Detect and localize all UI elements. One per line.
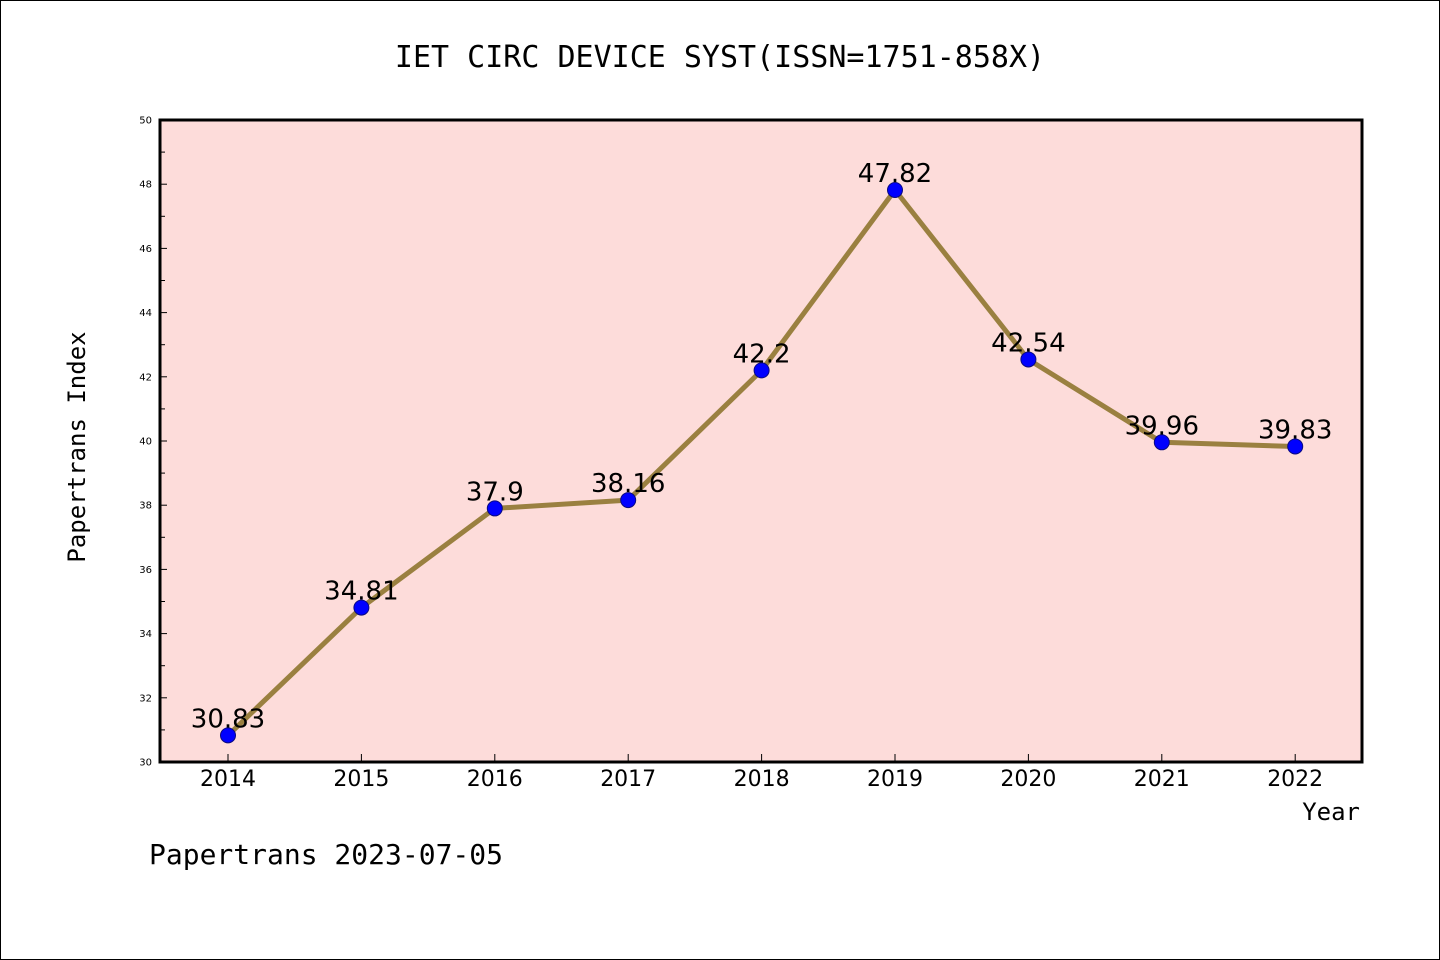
x-tick-label: 2015 (333, 767, 389, 792)
data-point (887, 181, 903, 198)
data-point (620, 492, 637, 509)
y-tick-label: 46 (139, 244, 152, 255)
x-axis: 2014 2015 2016 2017 2018 2019 2020 2021 2022 (200, 754, 1323, 792)
x-tick-label: 2020 (1000, 767, 1056, 792)
x-tick-label: 2014 (200, 767, 256, 792)
data-label: 42.54 (991, 328, 1065, 358)
x-tick-label: 2018 (734, 767, 790, 792)
data-label: 42.2 (733, 339, 791, 369)
data-labels: 30.83 34.81 37.9 38.16 42.2 47.82 42.54 39.96 39… (191, 159, 1333, 734)
data-point (1287, 438, 1304, 455)
chart-title: IET CIRC DEVICE SYST(ISSN=1751-858X) (395, 40, 1045, 75)
x-tick-label: 2019 (867, 767, 923, 792)
data-label: 38.16 (591, 469, 665, 499)
y-tick-label: 40 (139, 437, 152, 448)
y-axis: 30 32 34 36 38 40 42 44 46 48 50 (139, 116, 167, 769)
x-tick-label: 2021 (1134, 767, 1190, 792)
data-point (1020, 351, 1037, 368)
y-tick-label: 38 (139, 501, 152, 512)
y-tick-label: 50 (139, 116, 152, 127)
data-label: 30.83 (191, 704, 265, 734)
y-tick-label: 30 (139, 758, 152, 769)
data-point (1153, 434, 1170, 451)
y-tick-label: 36 (139, 565, 152, 576)
data-label: 39.96 (1125, 411, 1199, 441)
footer-credit: Papertrans 2023-07-05 (149, 838, 503, 871)
data-label: 34.81 (324, 577, 398, 607)
y-tick-label: 44 (139, 308, 152, 319)
data-point (220, 727, 236, 744)
y-tick-label: 34 (139, 629, 152, 640)
data-point (486, 500, 503, 517)
x-tick-label: 2017 (600, 767, 656, 792)
data-label: 39.83 (1258, 415, 1332, 445)
data-point (353, 599, 370, 616)
y-tick-label: 32 (139, 693, 152, 704)
y-tick-label: 42 (139, 372, 152, 383)
data-label: 37.9 (466, 477, 524, 507)
y-axis-title: Papertrans Index (63, 331, 91, 562)
y-tick-label: 48 (139, 180, 152, 191)
x-tick-label: 2016 (467, 767, 523, 792)
data-markers (220, 181, 1304, 744)
x-axis-title: Year (1302, 798, 1360, 826)
data-point (753, 362, 770, 379)
data-label: 47.82 (858, 159, 932, 189)
x-tick-label: 2022 (1267, 767, 1323, 792)
